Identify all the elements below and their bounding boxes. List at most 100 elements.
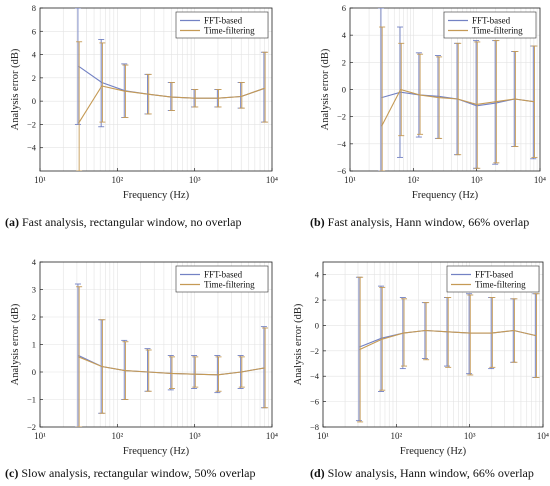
caption-a: (a) Fast analysis, rectangular window, n… (5, 215, 242, 230)
series-line (78, 356, 265, 376)
legend-label: Time-filtering (472, 26, 523, 36)
y-tick-label: −2 (27, 119, 36, 129)
axes-frame (322, 261, 544, 428)
y-tick-label: −2 (310, 346, 319, 356)
caption-b-text: Fast analysis, Hann window, 66% overlap (324, 215, 530, 229)
x-tick-label: 10³ (189, 175, 201, 185)
y-tick-label: 8 (32, 3, 36, 13)
legend-box (443, 11, 537, 39)
y-tick-label: 0 (342, 85, 346, 95)
series-time (76, 286, 269, 427)
y-axis-label: Analysis error (dB) (293, 303, 304, 385)
series-time (76, 41, 269, 171)
y-tick-label: −8 (310, 422, 319, 432)
chart-panel-4: −8 −6 −4 −2 0 2 4 10¹ 10² 10³ 10⁴ Frequency (Hz) Ana… (293, 261, 549, 457)
y-tick-label: −1 (27, 395, 36, 405)
series-time (357, 276, 540, 423)
chart-panel-1: −4 −2 0 2 4 6 8 10¹ 10² 10³ 10⁴ Frequency (Hz) Analy… (10, 3, 278, 201)
caption-d-text: Slow analysis, Hann window, 66% overlap (324, 466, 534, 480)
x-tick-label: 10³ (471, 175, 483, 185)
y-tick-label: 6 (342, 3, 346, 13)
y-tick-label: −2 (337, 112, 346, 122)
y-tick-label: 2 (32, 312, 36, 322)
data-layer (377, 8, 538, 171)
x-tick-label: 10³ (189, 431, 201, 441)
x-tick-label: 10² (111, 175, 123, 185)
y-tick-label: −2 (27, 422, 36, 432)
caption-d-letter: (d) (310, 466, 325, 480)
x-tick-label: 10¹ (344, 175, 356, 185)
y-tick-label: −6 (310, 397, 319, 407)
legend-label: FFT-based (204, 16, 243, 26)
y-tick-label: 1 (32, 340, 36, 350)
caption-a-letter: (a) (5, 215, 19, 229)
caption-c-text: Slow analysis, rectangular window, 50% o… (18, 466, 256, 480)
y-tick-label: −4 (310, 371, 320, 381)
legend-box (446, 265, 540, 293)
series-line (78, 85, 265, 124)
legend-box (175, 11, 269, 39)
x-tick-label: 10¹ (34, 175, 46, 185)
x-axis-label: Frequency (Hz) (400, 446, 467, 457)
axes-frame (39, 7, 273, 172)
y-tick-label: 0 (32, 96, 36, 106)
legend-box (175, 265, 269, 293)
x-tick-label: 10⁴ (534, 175, 546, 185)
x-tick-label: 10¹ (34, 431, 46, 441)
chart-panel-2: −6 −4 −2 0 2 4 6 10¹ 10² 10³ 10⁴ Frequency (Hz) Anal… (320, 3, 546, 201)
caption-d: (d) Slow analysis, Hann window, 66% over… (310, 466, 534, 481)
x-tick-label: 10¹ (317, 431, 329, 441)
y-tick-label: 4 (32, 50, 37, 60)
y-tick-label: 2 (315, 295, 319, 305)
legend-label: FFT-based (472, 16, 511, 26)
y-tick-label: 0 (32, 367, 36, 377)
caption-c-letter: (c) (5, 466, 19, 480)
caption-b: (b) Fast analysis, Hann window, 66% over… (310, 215, 529, 230)
y-axis-label: Analysis error (dB) (320, 48, 331, 130)
x-tick-label: 10⁴ (266, 175, 278, 185)
y-tick-label: 6 (32, 26, 36, 36)
data-layer (74, 8, 269, 171)
y-tick-label: −4 (27, 143, 37, 153)
x-tick-label: 10⁴ (266, 431, 278, 441)
legend-label: Time-filtering (475, 280, 526, 290)
y-tick-label: 3 (32, 285, 36, 295)
y-tick-label: 4 (32, 257, 37, 267)
y-tick-label: 0 (315, 320, 319, 330)
y-tick-label: −6 (337, 166, 346, 176)
data-layer (355, 276, 540, 423)
data-layer (74, 283, 269, 427)
x-tick-label: 10² (111, 431, 123, 441)
y-axis-label: Analysis error (dB) (10, 48, 21, 130)
caption-a-text: Fast analysis, rectangular window, no ov… (19, 215, 242, 229)
series-fft (74, 283, 267, 427)
series-line (359, 329, 537, 351)
x-tick-label: 10² (407, 175, 419, 185)
caption-c: (c) Slow analysis, rectangular window, 5… (5, 466, 256, 481)
x-tick-label: 10³ (464, 431, 476, 441)
chart-panel-3: −2 −1 0 1 2 3 4 10¹ 10² 10³ 10⁴ Frequency (Hz) Analy… (10, 257, 278, 457)
legend-label: Time-filtering (204, 26, 255, 36)
legend-label: Time-filtering (204, 280, 255, 290)
x-axis-label: Frequency (Hz) (123, 446, 190, 457)
legend-label: FFT-based (204, 270, 243, 280)
y-axis-label: Analysis error (dB) (10, 303, 21, 385)
y-tick-label: 2 (342, 57, 346, 67)
y-tick-label: −4 (337, 139, 347, 149)
caption-b-letter: (b) (310, 215, 325, 229)
x-axis-label: Frequency (Hz) (123, 190, 190, 201)
x-tick-label: 10⁴ (537, 431, 549, 441)
series-time (379, 26, 538, 171)
x-axis-label: Frequency (Hz) (412, 190, 479, 201)
x-tick-label: 10² (390, 431, 402, 441)
series-fft (355, 276, 539, 422)
y-tick-label: 4 (315, 270, 320, 280)
y-tick-label: 2 (32, 73, 36, 83)
y-tick-label: 4 (342, 30, 347, 40)
legend-label: FFT-based (475, 270, 514, 280)
